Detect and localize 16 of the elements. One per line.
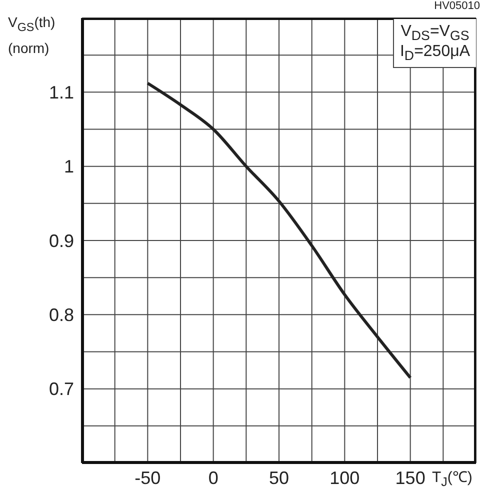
- x-tick-label: 0: [208, 468, 218, 488]
- y-tick-label: 0.8: [48, 305, 74, 326]
- annotation: V$_{DS}$=V$_{GS}$: [400, 23, 470, 44]
- line-series: [146, 82, 412, 380]
- annotation: I$_{D}$=250μA: [400, 43, 470, 64]
- text: HV05010: [434, 0, 480, 12]
- x-tick-label: 50: [268, 468, 290, 488]
- y-tick-label: 0.9: [48, 230, 74, 251]
- y-tick-label: 0.7: [48, 379, 74, 400]
- x-tick-label: 100: [330, 468, 360, 488]
- x-axis-title: T$_{J}$(℃): [432, 468, 472, 489]
- x-tick-label: 150: [395, 468, 426, 488]
- y-tick-label: 1.1: [48, 82, 74, 103]
- y-tick-label: 1: [64, 156, 74, 177]
- y-axis-title: V$_{GS}$(th) (norm): [8, 13, 56, 58]
- x-tick-label: -50: [134, 468, 161, 488]
